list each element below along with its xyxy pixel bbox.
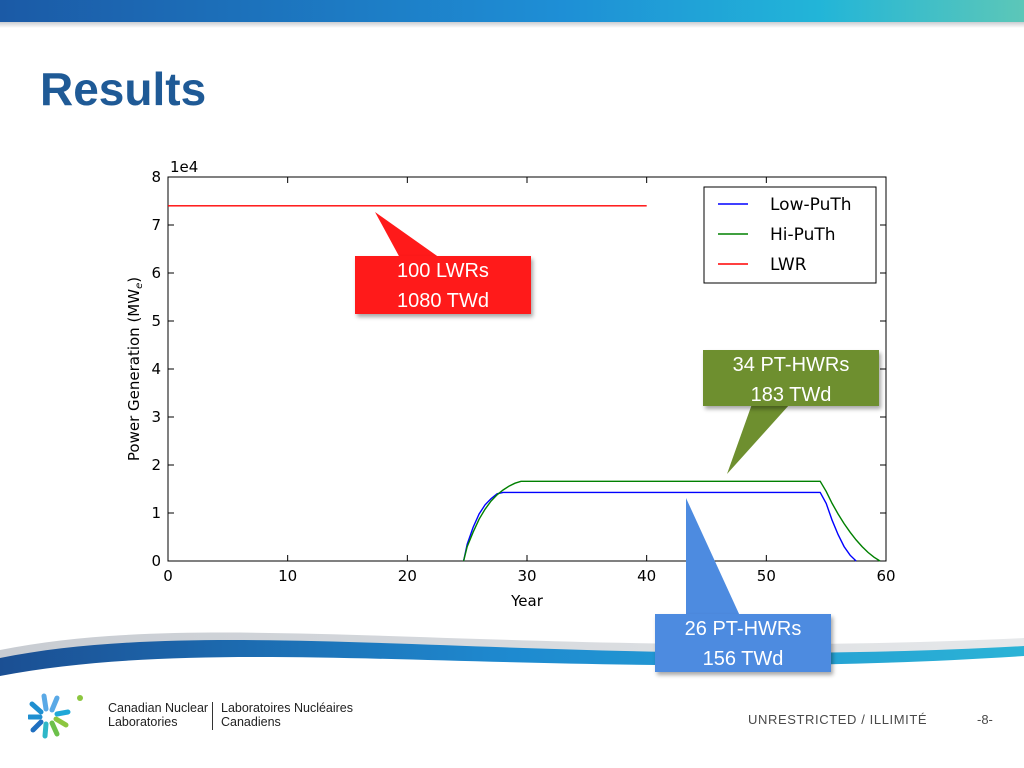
org-en-line2: Laboratories [108,715,178,729]
page-number: -8- [977,712,993,727]
y-tick-label: 5 [151,312,161,330]
y-tick-label: 8 [151,168,161,186]
org-fr-line1: Laboratoires Nucléaires [221,701,354,715]
callout-lwr-line1: 100 LWRs [397,260,489,282]
y-tick-label: 3 [151,408,161,426]
y-tick-label: 6 [151,264,161,282]
results-chart: 0 10 20 30 40 50 60 0 1 2 3 4 5 6 7 8 1e4 Year Power Gener… [125,158,896,610]
y-tick-label: 2 [151,456,161,474]
series-line-low-puth [462,491,857,562]
top-banner-shadow [0,22,1024,28]
x-tick-label: 60 [876,567,895,585]
wave-blue [0,640,1024,676]
org-name-french: Laboratoires Nucléaires Canadiens [221,701,353,729]
footer-wave [0,632,1024,676]
y-tick-label: 1 [151,504,161,522]
org-en-line1: Canadian Nuclear [108,701,209,715]
y-tick-label: 7 [151,216,161,234]
slide-title: Results [40,63,207,115]
callout-lwr: 100 LWRs 1080 TWd [355,256,531,314]
callout-lwr-line2: 1080 TWd [397,290,489,312]
legend-label: LWR [770,255,807,275]
x-tick-label: 40 [637,567,656,585]
org-name-english: Canadian Nuclear Laboratories [108,701,208,729]
x-axis-label: Year [510,592,544,610]
y-tick-label: 4 [151,360,161,378]
x-tick-label: 20 [398,567,417,585]
callout-low-line1: 26 PT-HWRs [684,618,802,640]
y-tick-label: 0 [151,552,161,570]
legend-label: Low-PuTh [770,195,852,215]
top-banner [0,0,1024,22]
callout-hi-line2: 183 TWd [750,384,832,406]
y-axis-label: Power Generation (MWe) [125,277,145,461]
x-tick-label: 50 [757,567,776,585]
x-tick-label: 0 [163,567,173,585]
pointer-hi [727,404,790,474]
pointer-lwr [375,212,440,258]
callout-hi-puth: 34 PT-HWRs 183 TWd [703,350,879,406]
y-offset-label: 1e4 [170,158,198,176]
legend-label: Hi-PuTh [770,225,836,245]
callout-hi-line1: 34 PT-HWRs [732,354,850,376]
org-fr-line2: Canadiens [221,715,281,729]
series-line-hi-puth [462,480,881,562]
x-tick-label: 30 [517,567,536,585]
callout-low-puth: 26 PT-HWRs 156 TWd [655,614,831,672]
legend-box [703,186,877,284]
classification-label: UNRESTRICTED / ILLIMITÉ [748,712,928,727]
pointer-low [686,498,740,616]
x-tick-label: 10 [278,567,297,585]
org-divider [212,702,213,730]
callout-low-line2: 156 TWd [702,648,784,670]
cnl-starburst-logo-icon [28,693,83,739]
